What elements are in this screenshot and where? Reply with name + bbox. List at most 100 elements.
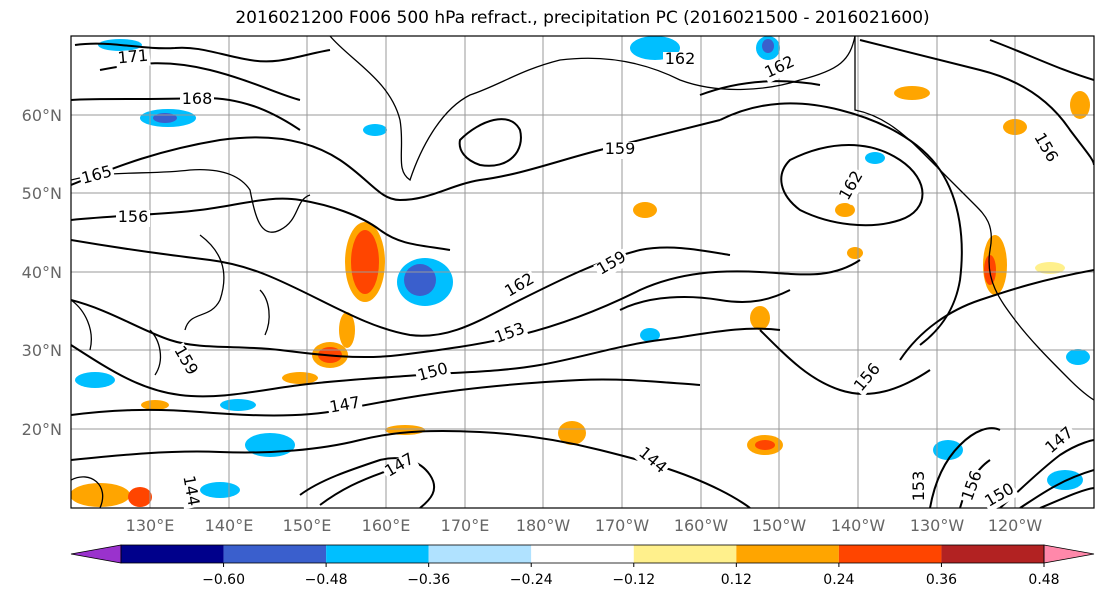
contour-label-bg <box>168 342 201 381</box>
lon-label: 130°E <box>126 516 175 535</box>
colorbar-tick-label: 0.48 <box>1028 572 1059 588</box>
contour-label: 171 <box>117 46 149 68</box>
blob-orange <box>339 312 355 348</box>
blob-orange <box>71 483 130 507</box>
latitude-labels: 60°N 50°N 40°N 30°N 20°N <box>22 106 62 439</box>
colorbar-tick-label: −0.24 <box>510 572 553 588</box>
contour-label-bg <box>178 472 201 510</box>
contour-label-bg <box>326 395 364 418</box>
plot-frame <box>70 35 1095 509</box>
contour-label-bg <box>850 359 886 397</box>
blob-orange <box>1070 91 1090 119</box>
contour-label: 162 <box>665 49 696 68</box>
lon-label: 150°E <box>283 516 332 535</box>
longitude-labels: 130°E 140°E 150°E 160°E 170°E 180°W 170°W 160°W… <box>126 516 1043 535</box>
lat-label: 60°N <box>22 106 62 125</box>
contour-label-bg <box>603 142 637 159</box>
colorbar-tick-label: 0.12 <box>721 572 752 588</box>
lon-label: 120°W <box>988 516 1043 535</box>
colorbar-segment <box>121 545 224 563</box>
coastlines <box>71 36 1094 508</box>
blob-red <box>351 230 379 294</box>
colorbar-segment <box>326 545 429 563</box>
blob-blue <box>363 124 387 136</box>
colorbar-segment <box>223 545 327 563</box>
contour-label-bg <box>959 467 988 506</box>
colorbar-segment <box>428 545 532 563</box>
contour-label-bg <box>116 210 150 227</box>
blob-blue <box>933 440 963 460</box>
contour-label-bg <box>381 450 420 483</box>
lat-label: 40°N <box>22 263 62 282</box>
contour-label-bg <box>491 320 530 349</box>
contour-label: 156 <box>118 207 149 226</box>
blob-blue <box>220 399 256 411</box>
contour-label-bg <box>836 167 869 206</box>
blob-orange <box>141 400 169 410</box>
contour-label-bg <box>78 163 116 190</box>
colorbar-tick-label: −0.48 <box>305 572 348 588</box>
contour-label-bg <box>115 48 151 69</box>
lon-label: 170°E <box>441 516 490 535</box>
blob-orange <box>282 372 318 384</box>
blob-orange <box>128 487 152 507</box>
contour-label: 159 <box>605 139 636 158</box>
blob-orange <box>755 440 775 450</box>
blob-blue <box>762 39 774 53</box>
colorbar-extend-high <box>1043 544 1095 564</box>
map-title: 2016021200 F006 500 hPa refract., precip… <box>235 8 930 28</box>
precipitation-shading <box>71 36 1090 507</box>
lat-label: 50°N <box>22 184 62 203</box>
contour-label-bg <box>593 248 632 281</box>
contour-label-bg <box>912 469 929 503</box>
lon-label: 140°W <box>831 516 886 535</box>
blob-orange <box>894 86 930 100</box>
lon-label: 130°W <box>910 516 965 535</box>
colorbar-extend-low <box>70 544 122 564</box>
lon-label: 160°W <box>674 516 729 535</box>
blob-yellow <box>1035 262 1065 274</box>
blob-orange <box>750 306 770 330</box>
contour-label-bg <box>981 480 1020 513</box>
colorbar-segment <box>633 545 737 563</box>
contour-label-bg <box>663 52 697 69</box>
blob-orange <box>633 202 657 218</box>
contour-label-bg <box>180 92 214 109</box>
blob-orange <box>847 247 863 259</box>
colorbar-tick-label: 0.36 <box>926 572 957 588</box>
lon-label: 180°W <box>516 516 571 535</box>
lat-label: 20°N <box>22 420 62 439</box>
contour-label-bg <box>1041 423 1079 459</box>
colorbar-segment <box>531 545 634 563</box>
colorbar-frame <box>120 544 1045 564</box>
contour-label-bg <box>761 53 800 84</box>
colorbar-segment <box>838 545 942 563</box>
contour-label: 168 <box>182 89 213 108</box>
contour-label-bg <box>1028 129 1061 168</box>
blob-orange <box>558 421 586 445</box>
blob-blue <box>865 152 885 164</box>
lon-label: 150°W <box>752 516 807 535</box>
blob-blue <box>75 372 115 388</box>
contour-label-bg <box>414 360 452 387</box>
blob-blue <box>1066 349 1090 365</box>
colorbar-tick-label: 0.24 <box>823 572 854 588</box>
colorbar-tick-label: −0.12 <box>612 572 655 588</box>
blob-orange <box>835 203 855 217</box>
colorbar-segment <box>736 545 839 563</box>
graticule <box>71 36 1094 508</box>
colorbar-segment <box>941 545 1044 563</box>
colorbar: −0.60 −0.48 −0.36 −0.24 −0.12 0.12 0.24 0.36 0.4… <box>70 544 1095 588</box>
contour-label: 153 <box>909 471 928 502</box>
colorbar-tick-label: −0.60 <box>202 572 245 588</box>
contour-label-bg <box>501 270 540 303</box>
blob-blue <box>200 482 240 498</box>
lon-label: 170°W <box>595 516 650 535</box>
blob-blue <box>640 328 660 342</box>
colorbar-tick-label: −0.36 <box>407 572 450 588</box>
blob-blue <box>404 264 436 296</box>
lon-label: 140°E <box>205 516 254 535</box>
lat-label: 30°N <box>22 341 62 360</box>
